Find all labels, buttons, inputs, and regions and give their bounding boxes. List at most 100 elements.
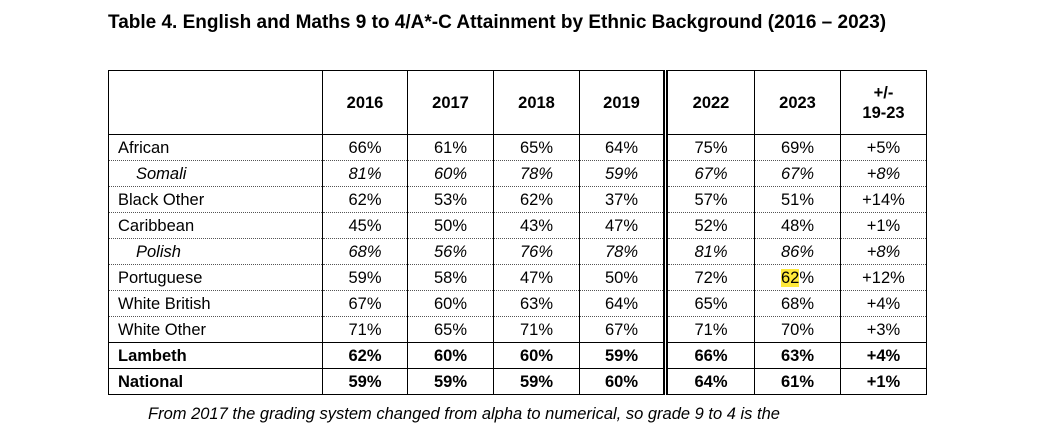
table-cell: 61%	[407, 134, 494, 161]
table-cell: 78%	[579, 238, 666, 265]
table-cell: 51%	[754, 186, 841, 213]
table-cell: +3%	[840, 316, 927, 343]
row-label: Caribbean	[108, 212, 323, 239]
table-cell: 59%	[579, 342, 666, 369]
table-cell: 64%	[579, 134, 666, 161]
row-label: Black Other	[108, 186, 323, 213]
table-cell: 57%	[663, 186, 755, 213]
header-blank	[108, 70, 323, 135]
table-cell: 67%	[663, 160, 755, 187]
table-cell: 81%	[663, 238, 755, 265]
table-cell: +12%	[840, 264, 927, 291]
table-cell: 68%	[754, 290, 841, 317]
table-cell: +1%	[840, 368, 927, 395]
table-row: National 59% 59% 59% 60% 64% 61% +1%	[108, 368, 927, 395]
table-cell: 50%	[579, 264, 666, 291]
header-cell: 2017	[407, 70, 494, 135]
grading-note: From 2017 the grading system changed fro…	[148, 405, 780, 423]
table-cell: 45%	[322, 212, 408, 239]
table-cell: +8%	[840, 160, 927, 187]
table-row: Black Other 62% 53% 62% 37% 57% 51% +14%	[108, 186, 927, 213]
table-row: Portuguese 59% 58% 47% 50% 72% 62% +12%	[108, 264, 927, 291]
header-cell: 2023	[754, 70, 841, 135]
table-cell: +4%	[840, 290, 927, 317]
header-cell: +/- 19-23	[840, 70, 927, 135]
table-cell: 71%	[493, 316, 580, 343]
table-cell: 81%	[322, 160, 408, 187]
table-title: Table 4. English and Maths 9 to 4/A*-C A…	[108, 12, 887, 33]
table-cell: 68%	[322, 238, 408, 265]
table-cell: 62%	[754, 264, 841, 291]
table-cell: 61%	[754, 368, 841, 395]
row-label: Somali	[108, 160, 323, 187]
highlighted-value: 62	[780, 268, 800, 287]
table-row: Lambeth 62% 60% 60% 59% 66% 63% +4%	[108, 342, 927, 369]
table-cell: 59%	[579, 160, 666, 187]
table-cell: 62%	[322, 342, 408, 369]
row-label: Lambeth	[108, 342, 323, 369]
table-cell: 50%	[407, 212, 494, 239]
table-cell: 56%	[407, 238, 494, 265]
table-cell: 59%	[322, 368, 408, 395]
table-cell: 63%	[493, 290, 580, 317]
table-cell: +14%	[840, 186, 927, 213]
header-row: 2016 2017 2018 2019 2022 2023 +/- 19-23	[108, 70, 927, 135]
table-cell: 59%	[322, 264, 408, 291]
table-cell: 52%	[663, 212, 755, 239]
header-cell: 2019	[579, 70, 666, 135]
table-cell: 71%	[322, 316, 408, 343]
table-cell: 65%	[407, 316, 494, 343]
table-cell: 65%	[493, 134, 580, 161]
table-cell: 60%	[407, 290, 494, 317]
table-cell: 47%	[493, 264, 580, 291]
row-label: Portuguese	[108, 264, 323, 291]
row-label: National	[108, 368, 323, 395]
table-cell: 86%	[754, 238, 841, 265]
table-cell: 66%	[663, 342, 755, 369]
table-row: White British 67% 60% 63% 64% 65% 68% +4%	[108, 290, 927, 317]
table-cell: +4%	[840, 342, 927, 369]
table-cell: 58%	[407, 264, 494, 291]
table-cell: 63%	[754, 342, 841, 369]
table-cell: 64%	[579, 290, 666, 317]
table-cell: 67%	[322, 290, 408, 317]
table-row: White Other 71% 65% 71% 67% 71% 70% +3%	[108, 316, 927, 343]
table-cell: 65%	[663, 290, 755, 317]
table-cell: 60%	[493, 342, 580, 369]
table-cell: 75%	[663, 134, 755, 161]
table-cell: 62%	[322, 186, 408, 213]
table-cell: 43%	[493, 212, 580, 239]
table-cell: 60%	[579, 368, 666, 395]
table-cell: 59%	[407, 368, 494, 395]
row-label: Polish	[108, 238, 323, 265]
table-row: Polish 68% 56% 76% 78% 81% 86% +8%	[108, 238, 927, 265]
table-row: Somali 81% 60% 78% 59% 67% 67% +8%	[108, 160, 927, 187]
table-cell: +8%	[840, 238, 927, 265]
table-cell: 78%	[493, 160, 580, 187]
table-cell: 76%	[493, 238, 580, 265]
table-cell: 60%	[407, 342, 494, 369]
table-row: African 66% 61% 65% 64% 75% 69% +5%	[108, 134, 927, 161]
table-cell: 72%	[663, 264, 755, 291]
table-cell: +1%	[840, 212, 927, 239]
table-cell: 64%	[663, 368, 755, 395]
attainment-table: 2016 2017 2018 2019 2022 2023 +/- 19-23 African…	[108, 70, 927, 395]
header-cell: 2022	[663, 70, 755, 135]
table-cell: 60%	[407, 160, 494, 187]
table-cell: 71%	[663, 316, 755, 343]
table-row: Caribbean 45% 50% 43% 47% 52% 48% +1%	[108, 212, 927, 239]
table-cell: 70%	[754, 316, 841, 343]
table-cell: 47%	[579, 212, 666, 239]
table-cell: 53%	[407, 186, 494, 213]
table-cell: 59%	[493, 368, 580, 395]
table-cell: 67%	[579, 316, 666, 343]
table-cell: 48%	[754, 212, 841, 239]
table-cell: 69%	[754, 134, 841, 161]
table-cell: 62%	[493, 186, 580, 213]
table-cell: 37%	[579, 186, 666, 213]
header-cell: 2018	[493, 70, 580, 135]
row-label: White British	[108, 290, 323, 317]
table-cell: 67%	[754, 160, 841, 187]
table-cell: 66%	[322, 134, 408, 161]
header-cell: 2016	[322, 70, 408, 135]
